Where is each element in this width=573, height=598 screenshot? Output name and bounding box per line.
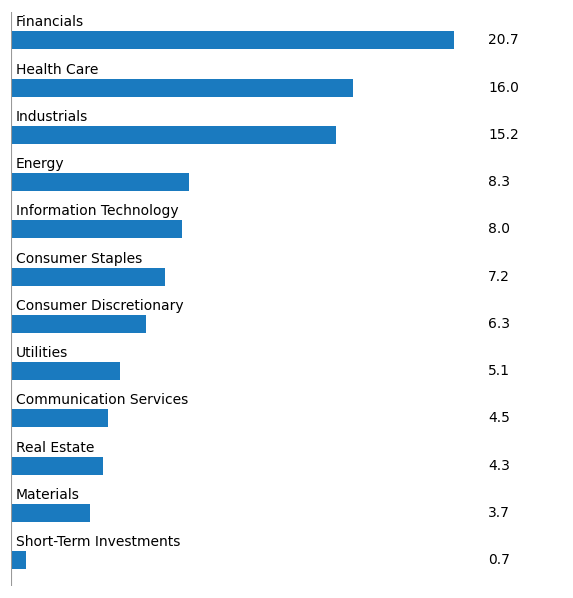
Text: 6.3: 6.3 bbox=[488, 317, 511, 331]
Text: 4.5: 4.5 bbox=[488, 411, 510, 425]
Bar bbox=[11, 220, 182, 238]
Text: 0.7: 0.7 bbox=[488, 553, 510, 567]
Bar bbox=[11, 126, 336, 144]
Text: Utilities: Utilities bbox=[15, 346, 68, 360]
Text: Consumer Discretionary: Consumer Discretionary bbox=[15, 299, 183, 313]
Text: 16.0: 16.0 bbox=[488, 81, 519, 94]
Text: Energy: Energy bbox=[15, 157, 64, 171]
Text: 3.7: 3.7 bbox=[488, 506, 510, 520]
Text: Industrials: Industrials bbox=[15, 110, 88, 124]
Text: Communication Services: Communication Services bbox=[15, 393, 188, 407]
Text: Information Technology: Information Technology bbox=[15, 205, 178, 218]
Text: Short-Term Investments: Short-Term Investments bbox=[15, 535, 180, 549]
Text: 8.0: 8.0 bbox=[488, 222, 511, 236]
Bar bbox=[11, 173, 189, 191]
Bar bbox=[11, 409, 108, 428]
Bar bbox=[11, 31, 454, 49]
Bar bbox=[11, 315, 146, 332]
Bar bbox=[11, 551, 26, 569]
Text: 20.7: 20.7 bbox=[488, 33, 519, 47]
Bar bbox=[11, 457, 103, 475]
Text: Real Estate: Real Estate bbox=[15, 441, 94, 454]
Text: Health Care: Health Care bbox=[15, 63, 98, 77]
Text: 8.3: 8.3 bbox=[488, 175, 511, 189]
Bar bbox=[11, 504, 91, 522]
Bar bbox=[11, 267, 165, 285]
Text: 5.1: 5.1 bbox=[488, 364, 511, 378]
Bar bbox=[11, 78, 353, 96]
Text: Materials: Materials bbox=[15, 488, 80, 502]
Text: Consumer Staples: Consumer Staples bbox=[15, 252, 142, 266]
Text: 4.3: 4.3 bbox=[488, 459, 510, 472]
Text: 7.2: 7.2 bbox=[488, 270, 510, 283]
Text: 15.2: 15.2 bbox=[488, 128, 519, 142]
Bar bbox=[11, 362, 120, 380]
Text: Financials: Financials bbox=[15, 16, 84, 29]
